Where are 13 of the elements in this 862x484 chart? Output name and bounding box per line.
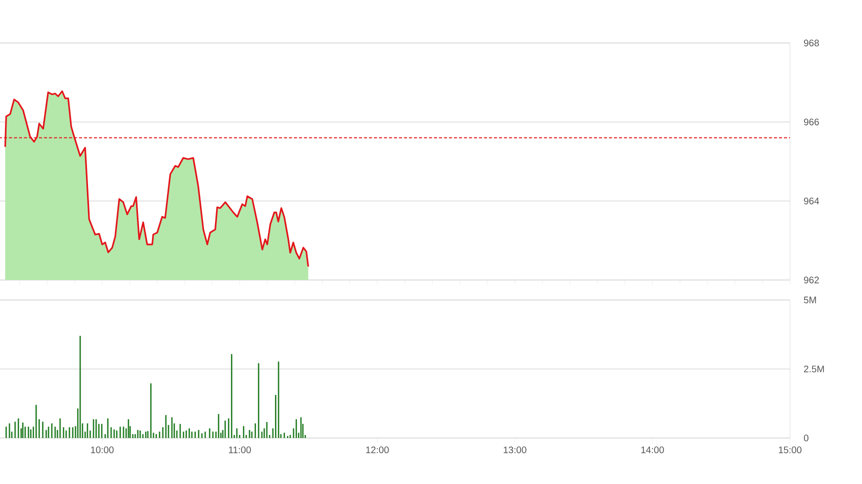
x-tick-label: 15:00 — [778, 446, 802, 454]
y-tick-label: 0 — [804, 434, 808, 442]
x-tick-label: 11:00 — [228, 446, 251, 454]
y-tick-label: 962 — [804, 276, 819, 284]
x-tick-label: 12:00 — [366, 446, 389, 454]
y-tick-label: 964 — [804, 198, 820, 204]
x-tick-label: 14:00 — [641, 446, 664, 454]
y-tick-label: 5M — [804, 296, 816, 304]
y-tick-label: 966 — [804, 118, 819, 126]
y-tick-label: 2.5M — [804, 366, 824, 372]
x-tick-label: 13:00 — [504, 446, 526, 454]
x-tick-label: 10:00 — [91, 446, 114, 454]
y-tick-label: 968 — [804, 40, 819, 46]
